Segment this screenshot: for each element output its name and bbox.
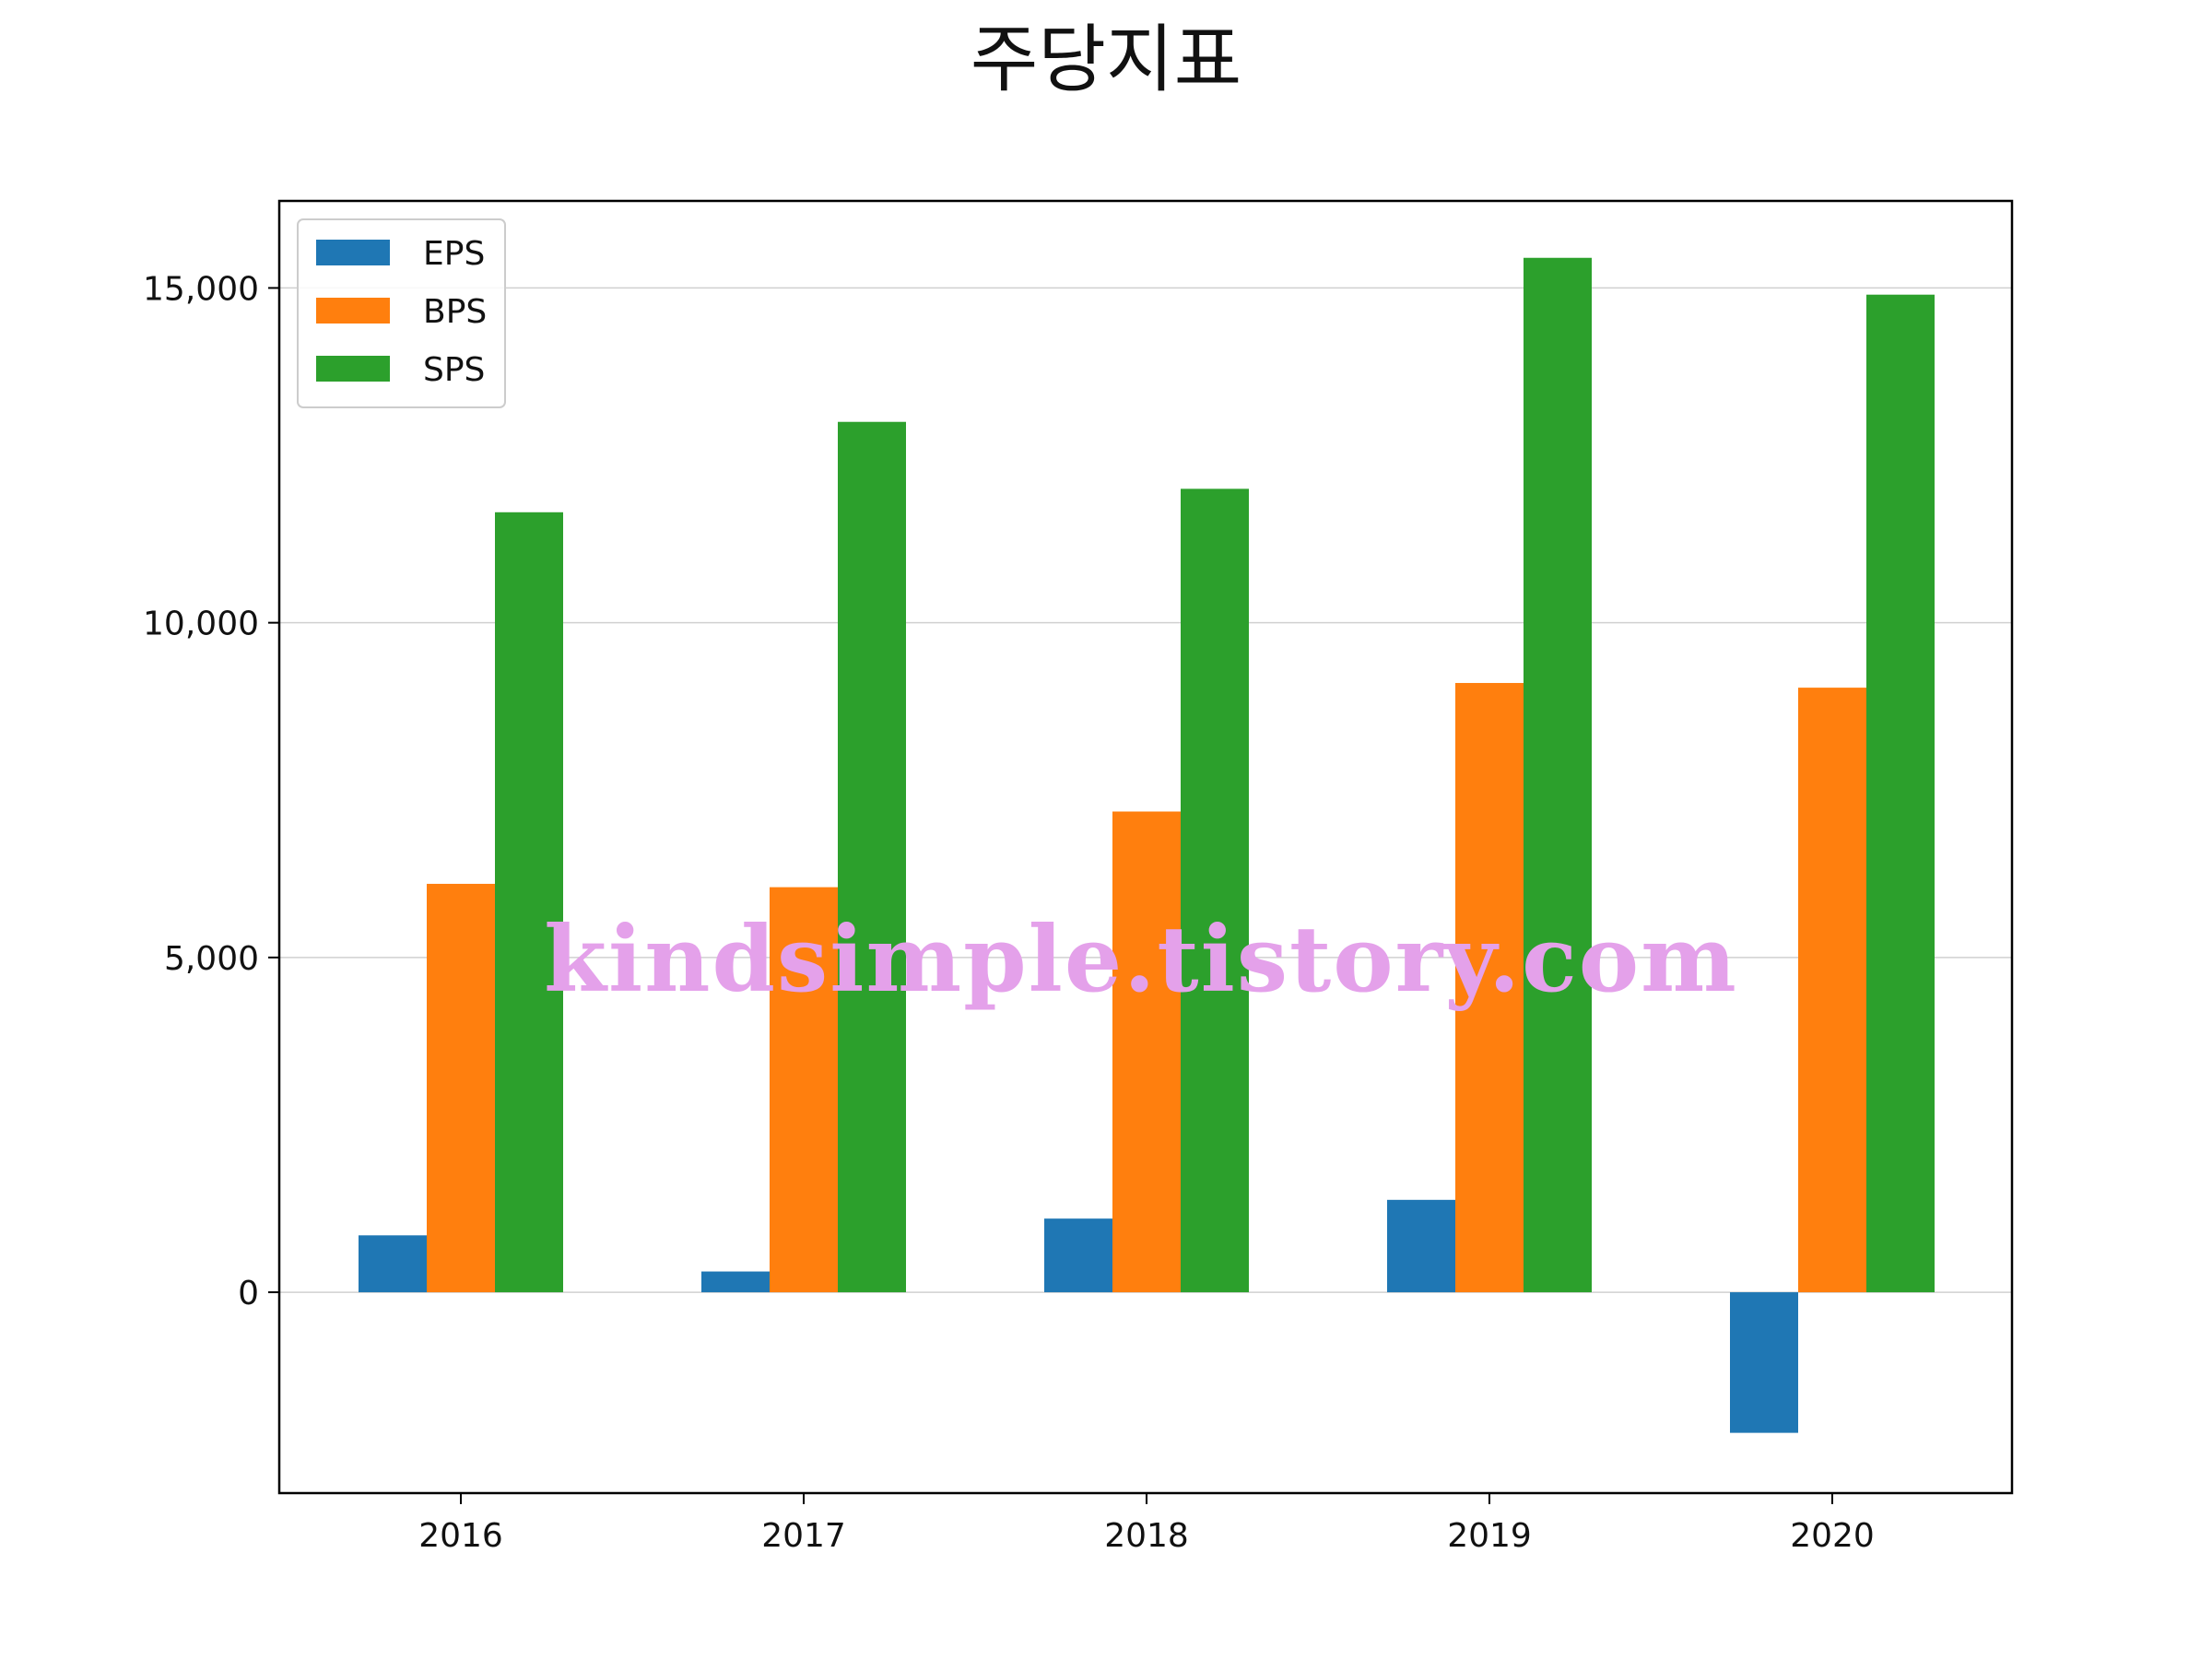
bar-eps-2017 <box>701 1271 770 1293</box>
bar-sps-2016 <box>495 512 563 1293</box>
chart-title: 주당지표 <box>971 17 1241 102</box>
legend-label-eps: EPS <box>423 235 485 273</box>
bar-sps-2020 <box>1866 294 1935 1293</box>
bar-sps-2019 <box>1524 257 1592 1293</box>
y-axis-ticks: 0 5,000 10,000 15,000 <box>143 270 279 1312</box>
legend-swatch-bps <box>316 298 390 324</box>
x-axis-ticks: 2016 2017 2018 2019 2020 <box>418 1493 1875 1555</box>
legend-swatch-eps <box>316 240 390 265</box>
bar-eps-2018 <box>1044 1218 1112 1293</box>
y-tick-label: 15,000 <box>143 270 259 308</box>
legend-label-bps: BPS <box>423 293 487 331</box>
bar-sps-2018 <box>1181 488 1249 1293</box>
bar-bps-2016 <box>427 883 495 1293</box>
bar-bps-2020 <box>1798 688 1866 1293</box>
y-tick-label: 10,000 <box>143 606 259 643</box>
bar-eps-2019 <box>1387 1199 1455 1293</box>
x-tick-label: 2018 <box>1104 1517 1189 1555</box>
x-tick-label: 2017 <box>761 1517 846 1555</box>
bar-eps-2020 <box>1730 1292 1798 1433</box>
legend-swatch-sps <box>316 356 390 382</box>
y-tick-label: 0 <box>238 1275 259 1312</box>
legend: EPS BPS SPS <box>297 218 506 408</box>
watermark-text: kindsimple.tistory.com <box>544 907 1738 1013</box>
x-tick-label: 2020 <box>1790 1517 1875 1555</box>
bar-bps-2018 <box>1112 811 1181 1293</box>
bar-eps-2016 <box>359 1235 427 1293</box>
bars <box>359 257 1935 1433</box>
x-tick-label: 2016 <box>418 1517 503 1555</box>
x-tick-label: 2019 <box>1447 1517 1532 1555</box>
y-tick-label: 5,000 <box>164 940 259 978</box>
bar-bps-2017 <box>770 887 838 1293</box>
legend-label-sps: SPS <box>423 351 485 389</box>
bar-sps-2017 <box>838 421 906 1293</box>
bar-bps-2019 <box>1455 683 1524 1293</box>
